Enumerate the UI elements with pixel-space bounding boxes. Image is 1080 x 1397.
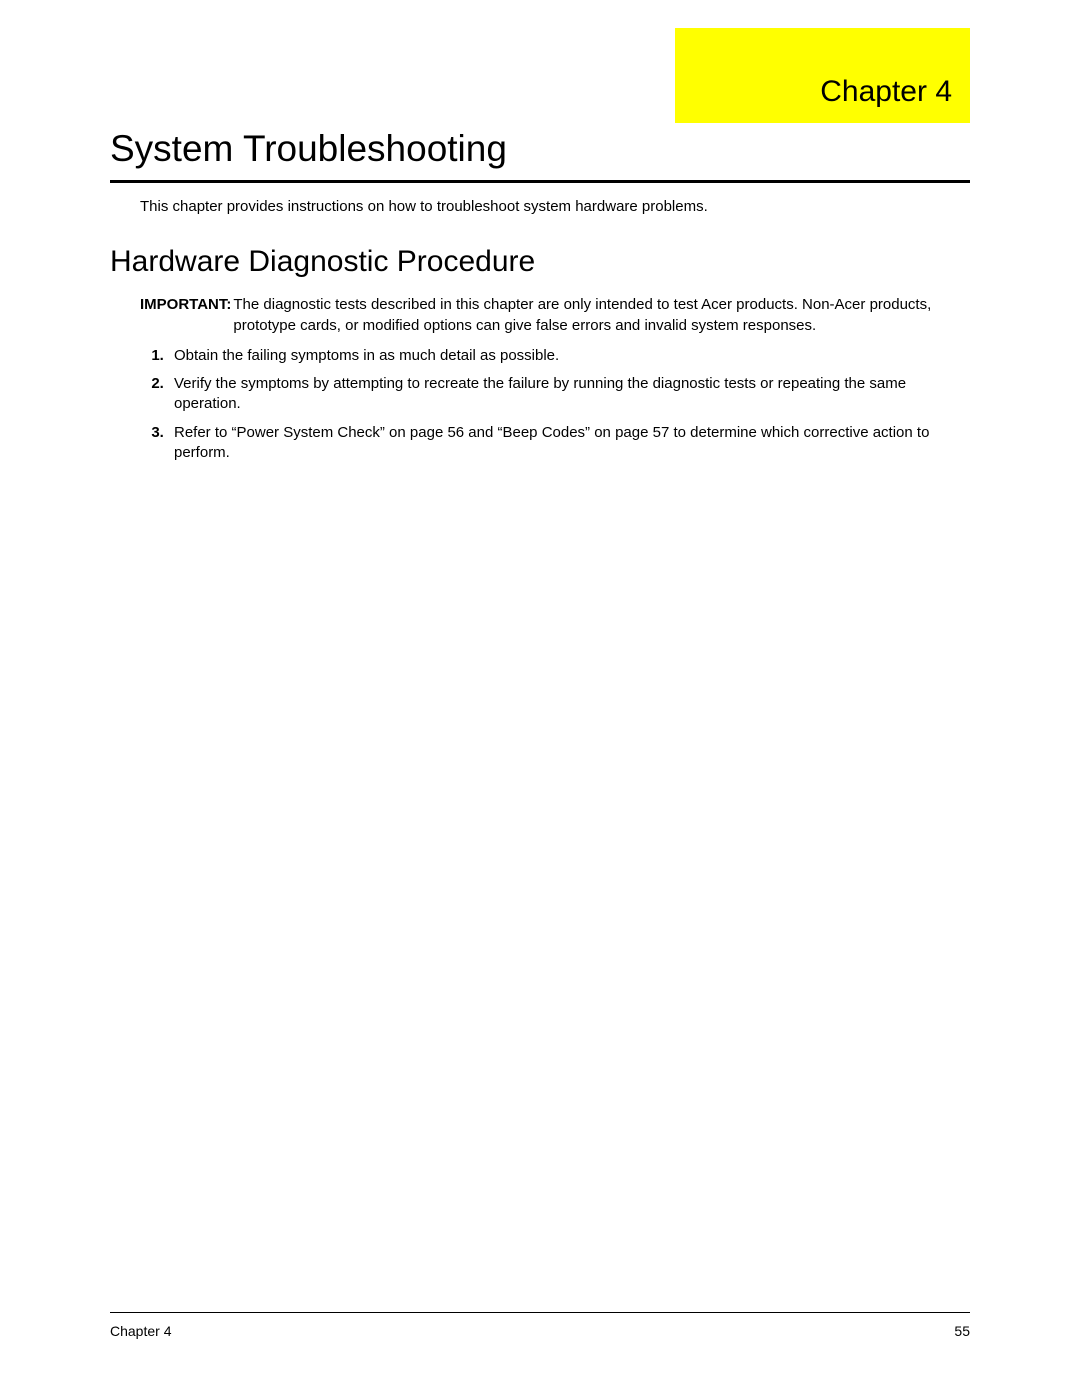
list-item: Obtain the failing symptoms in as much d… — [168, 346, 970, 366]
page: Chapter 4 System Troubleshooting This ch… — [0, 0, 1080, 1397]
footer-page-number: 55 — [954, 1323, 970, 1339]
important-label: IMPORTANT: — [140, 295, 231, 336]
footer-left: Chapter 4 — [110, 1323, 171, 1339]
list-item: Refer to “Power System Check” on page 56… — [168, 423, 970, 464]
content-area: System Troubleshooting This chapter prov… — [110, 128, 970, 471]
steps-list: Obtain the failing symptoms in as much d… — [140, 346, 970, 463]
page-title: System Troubleshooting — [110, 128, 970, 183]
footer-rule — [110, 1312, 970, 1313]
intro-paragraph: This chapter provides instructions on ho… — [140, 197, 970, 217]
important-note: IMPORTANT: The diagnostic tests describe… — [140, 295, 970, 336]
list-item: Verify the symptoms by attempting to rec… — [168, 374, 970, 415]
section-title: Hardware Diagnostic Procedure — [110, 245, 970, 279]
important-text: The diagnostic tests described in this c… — [233, 295, 970, 336]
chapter-badge: Chapter 4 — [675, 28, 970, 123]
footer: Chapter 4 55 — [110, 1323, 970, 1339]
chapter-badge-label: Chapter 4 — [820, 75, 952, 109]
